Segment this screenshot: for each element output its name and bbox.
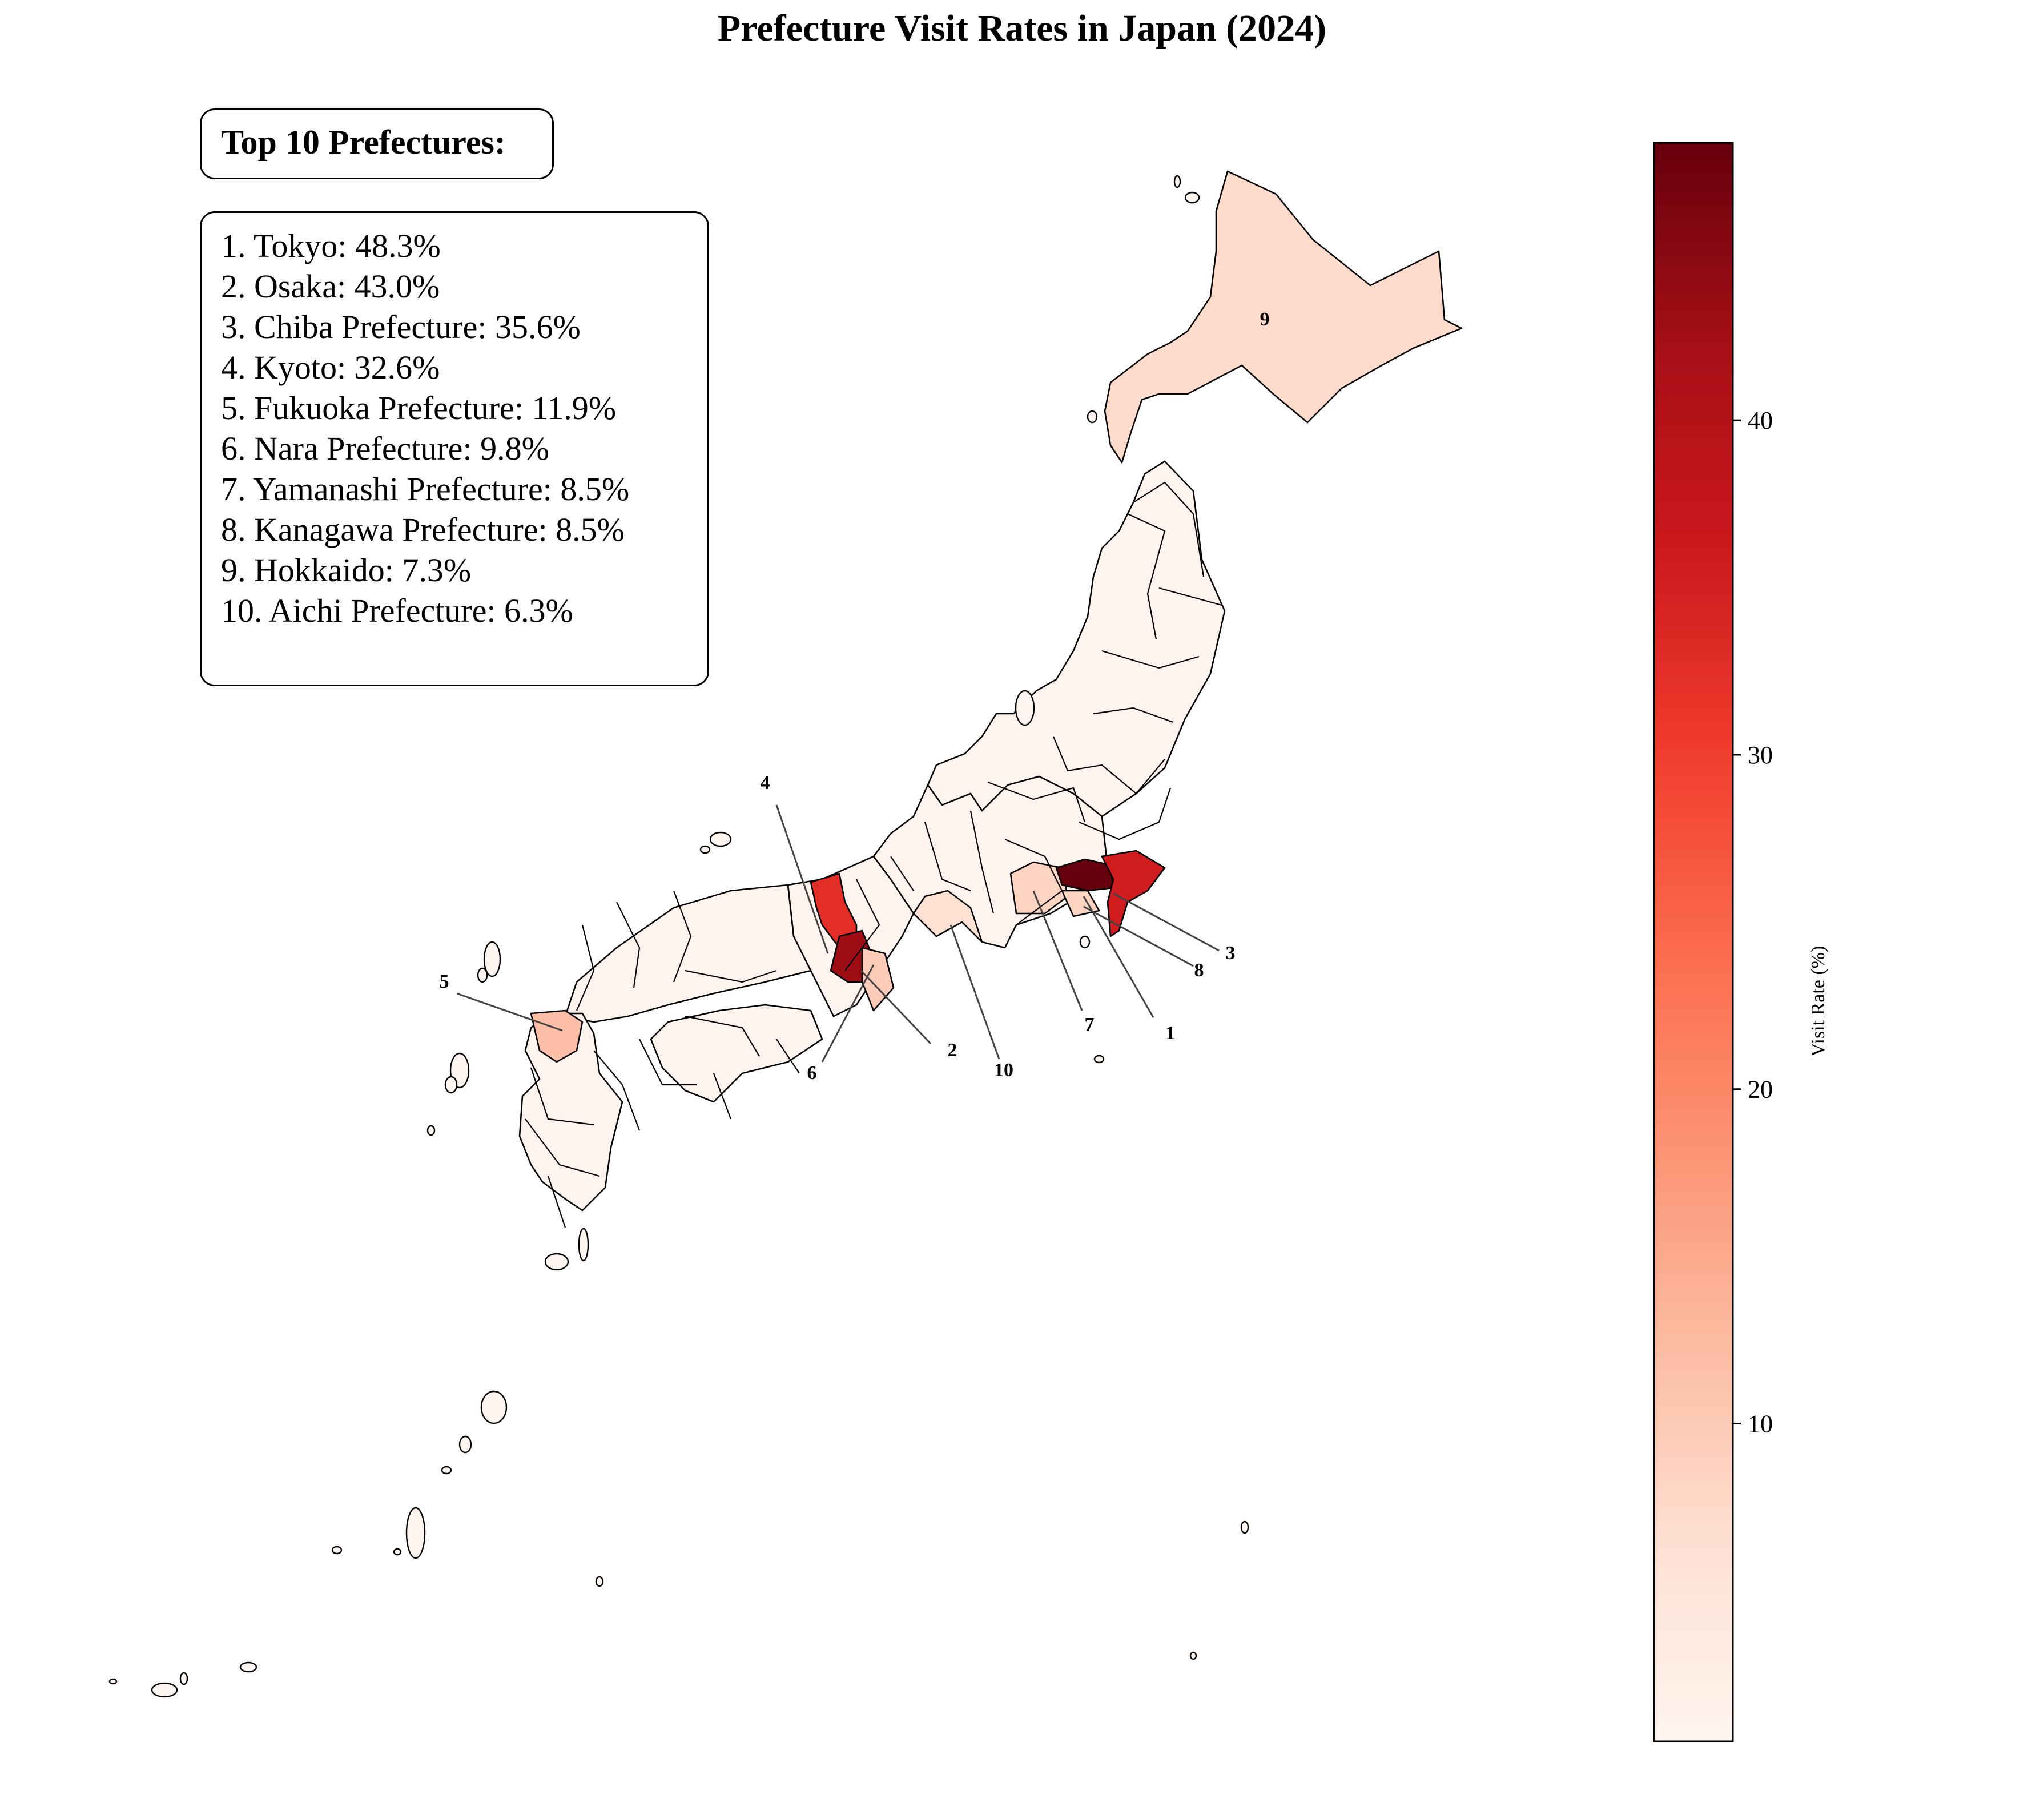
- region-honshu-north: [927, 460, 1226, 818]
- rank-label-10: 10: [994, 1060, 1013, 1081]
- rank-labels: 1 2 3 4 5 6 7 8 9 10: [440, 309, 1270, 1084]
- prefecture-regions: [518, 170, 1463, 1212]
- region-chiba: [1101, 850, 1166, 937]
- legend-item: 7. Yamanashi Prefecture: 8.5%: [221, 470, 630, 508]
- rank-label-3: 3: [1226, 943, 1236, 964]
- colorbar: [1653, 142, 1734, 1742]
- rank-label-8: 8: [1194, 960, 1204, 981]
- legend-item: 5. Fukuoka Prefecture: 11.9%: [221, 389, 617, 426]
- region-kyushu: [518, 1012, 623, 1212]
- rank-label-2: 2: [948, 1040, 957, 1061]
- legend-heading: Top 10 Prefectures:: [200, 108, 554, 179]
- colorbar-ticks: 10 20 30 40: [1733, 407, 1773, 1438]
- colorbar-tick-label: 20: [1748, 1076, 1773, 1104]
- legend-box: 1. Tokyo: 48.3% 2. Osaka: 43.0% 3. Chiba…: [200, 211, 709, 686]
- legend-item: 4. Kyoto: 32.6%: [221, 349, 440, 386]
- legend-item: 2. Osaka: 43.0%: [221, 268, 440, 305]
- region-hokkaido: [1104, 170, 1463, 464]
- region-aichi: [912, 890, 983, 943]
- region-chugoku: [564, 884, 812, 1023]
- rank-label-1: 1: [1166, 1023, 1176, 1044]
- region-shikoku: [650, 1004, 823, 1103]
- colorbar-tick-label: 30: [1748, 741, 1773, 769]
- legend-item: 1. Tokyo: 48.3%: [221, 227, 441, 264]
- colorbar-tick-label: 10: [1748, 1410, 1773, 1438]
- legend-item: 10. Aichi Prefecture: 6.3%: [221, 592, 573, 629]
- legend-item: 3. Chiba Prefecture: 35.6%: [221, 308, 581, 345]
- legend-item: 9. Hokkaido: 7.3%: [221, 552, 472, 589]
- legend-item: 8. Kanagawa Prefecture: 8.5%: [221, 511, 625, 548]
- rank-label-7: 7: [1085, 1014, 1095, 1035]
- rank-label-5: 5: [440, 971, 449, 992]
- leader-lines: [456, 804, 1220, 1063]
- map-title: Prefecture Visit Rates in Japan (2024): [717, 7, 1327, 49]
- region-nara: [861, 947, 895, 1012]
- colorbar-title: Visit Rate (%): [1808, 945, 1829, 1057]
- legend-item: 6. Nara Prefecture: 9.8%: [221, 430, 549, 467]
- prefecture-borders: [525, 481, 1222, 1228]
- islands: [108, 175, 1249, 1698]
- rank-label-6: 6: [807, 1063, 817, 1084]
- rank-label-4: 4: [761, 772, 770, 794]
- rank-label-9: 9: [1260, 309, 1270, 330]
- colorbar-tick-label: 40: [1748, 407, 1773, 434]
